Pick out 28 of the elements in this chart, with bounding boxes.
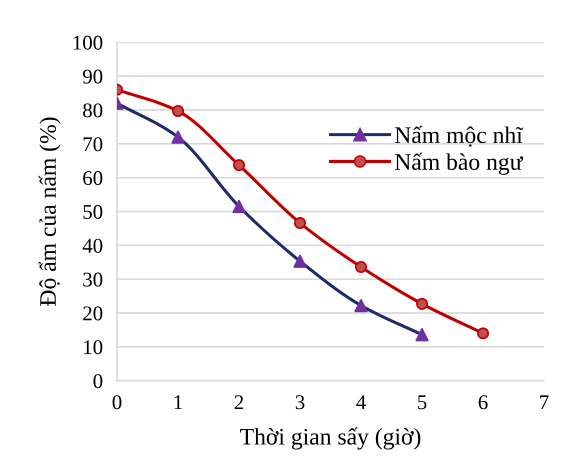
y-tick-label: 90 — [82, 70, 102, 84]
y-tick-label: 60 — [83, 171, 102, 186]
y-axis-title: Độ ẩm của nấm (%) — [38, 117, 61, 306]
x-tick-label: 5 — [418, 395, 426, 410]
x-tick-label: 0 — [112, 395, 122, 410]
y-tick-label: 50 — [83, 204, 102, 219]
legend-label: Nấm mộc nhĩ — [394, 126, 524, 147]
x-tick-label: 7 — [540, 395, 549, 410]
point — [415, 328, 429, 342]
x-tick-label: 6 — [478, 395, 488, 410]
point — [171, 130, 185, 144]
legend-label: Nấm bào ngư — [394, 152, 524, 175]
x-tick-label: 2 — [234, 395, 244, 410]
y-tick-label: 20 — [83, 306, 102, 320]
y-tick-label: 0 — [93, 374, 102, 388]
y-tick-label: 80 — [83, 103, 102, 118]
x-tick-label: 4 — [356, 395, 366, 410]
point — [232, 200, 246, 214]
x-tick-label: 1 — [174, 395, 182, 410]
y-tick-label: 10 — [84, 340, 102, 354]
y-tick-label: 30 — [83, 272, 102, 287]
x-tick-label: 3 — [296, 395, 304, 410]
point — [293, 254, 307, 268]
point — [354, 298, 368, 312]
y-tick-label: 100 — [74, 36, 102, 50]
y-tick-label: 40 — [82, 238, 102, 253]
x-axis-title: Thời gian sấy (giờ) — [240, 427, 420, 450]
y-tick-label: 70 — [84, 137, 102, 152]
